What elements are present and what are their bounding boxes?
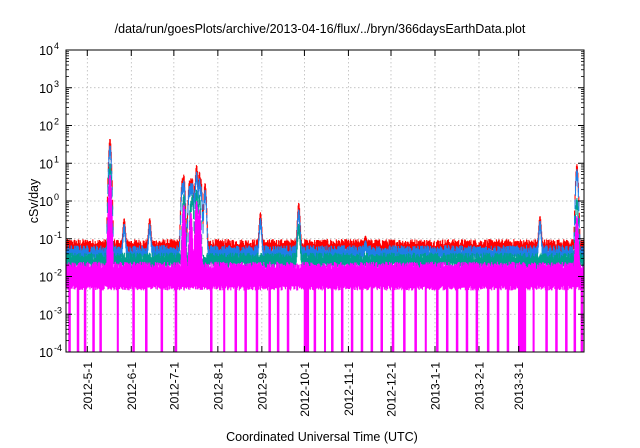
y-tick-label: 10: [39, 308, 53, 322]
y-tick-exponent: -1: [54, 230, 62, 240]
series-dropout-4: [287, 287, 289, 352]
x-tick-label: 2012-7-1: [167, 362, 181, 410]
x-axis-ticks: 2012-5-1 2012-6-1 2012-7-1 2012-8-1 2012-9-1…: [81, 50, 526, 417]
series-dropout-4: [341, 287, 343, 352]
series-dropout-4: [100, 287, 102, 352]
y-tick-label: 10: [39, 195, 53, 209]
series-dropout-4: [145, 287, 147, 352]
x-tick-label: 2013-2-1: [472, 362, 486, 410]
series-dropout-4: [256, 287, 258, 352]
y-tick-label: 10: [39, 120, 53, 134]
x-tick-label: 2013-1-1: [428, 362, 442, 410]
series-dropout-4: [565, 287, 567, 352]
series-dropout-4: [351, 287, 353, 352]
series-dropout-4: [304, 287, 309, 352]
series-dropout-4: [466, 287, 468, 352]
series-dropout-4: [268, 287, 271, 352]
series-dropout-4: [574, 287, 576, 352]
series-dropout-4: [277, 287, 279, 352]
series-dropout-4: [497, 287, 499, 352]
y-tick-label: 10: [39, 44, 53, 58]
y-tick-exponent: 0: [54, 192, 59, 202]
series-dropout-4: [381, 287, 383, 352]
series-dropout-4: [324, 287, 326, 352]
series-dropout-4: [476, 287, 478, 352]
series-dropout-4: [403, 287, 406, 352]
x-tick-label: 2012-10-1: [298, 362, 312, 417]
series-dropout-4: [507, 287, 509, 352]
x-tick-label: 2012-11-1: [342, 362, 356, 416]
x-tick-label: 2012-6-1: [125, 362, 139, 410]
series-dropout-4: [415, 287, 417, 352]
series-dropout-4: [545, 287, 548, 352]
y-tick-label: 10: [39, 271, 53, 285]
y-tick-exponent: 3: [54, 79, 59, 89]
series-dropout-4: [84, 287, 86, 352]
series-dropout-4: [210, 287, 213, 352]
y-tick-exponent: -4: [54, 343, 62, 353]
series-dropout-4: [518, 287, 526, 352]
series-dropout-4: [361, 287, 363, 352]
series-dropout-4: [161, 287, 163, 352]
x-tick-label: 2012-8-1: [211, 362, 225, 410]
series-dropout-4: [331, 287, 333, 352]
series-dropout-4: [92, 287, 95, 352]
x-tick-label: 2012-12-1: [384, 362, 398, 417]
y-axis-label: cSv/day: [27, 178, 41, 223]
y-tick-label: 10: [39, 233, 53, 247]
series-dropout-4: [532, 287, 535, 352]
series-dropout-4: [68, 287, 71, 352]
series-dropout-4: [175, 287, 177, 352]
series-dropout-4: [77, 287, 79, 352]
series-dropout-4: [487, 287, 489, 352]
series-dropout-4: [555, 287, 558, 352]
series-dropout-4: [314, 287, 316, 352]
x-tick-label: 2012-5-1: [81, 362, 95, 410]
series-dropout-4: [132, 287, 135, 352]
series-dropout-4: [234, 287, 237, 352]
series-dropout-4: [425, 287, 427, 352]
series-dropout-4: [446, 287, 448, 352]
series-dropout-4: [436, 287, 438, 352]
series-dropout-4: [223, 287, 225, 352]
series-dropout-4: [117, 287, 119, 352]
series-dropout-4: [244, 287, 247, 352]
y-tick-exponent: 1: [54, 154, 59, 164]
y-tick-exponent: -3: [54, 305, 62, 315]
y-tick-label: 10: [39, 157, 53, 171]
series-dropout-4: [456, 287, 458, 352]
series-dropout-4: [371, 287, 373, 352]
x-tick-label: 2012-9-1: [255, 362, 269, 410]
chart-title: /data/run/goesPlots/archive/2013-04-16/f…: [115, 22, 526, 36]
series-dropout-4: [392, 287, 394, 352]
y-tick-exponent: 4: [54, 41, 59, 51]
x-tick-label: 2013-3-1: [512, 362, 526, 410]
series-layer: [65, 138, 585, 352]
y-tick-exponent: 2: [54, 117, 59, 127]
x-axis-label: Coordinated Universal Time (UTC): [226, 430, 418, 444]
y-tick-label: 10: [39, 82, 53, 96]
y-tick-label: 10: [39, 346, 53, 360]
y-tick-exponent: -2: [54, 268, 62, 278]
